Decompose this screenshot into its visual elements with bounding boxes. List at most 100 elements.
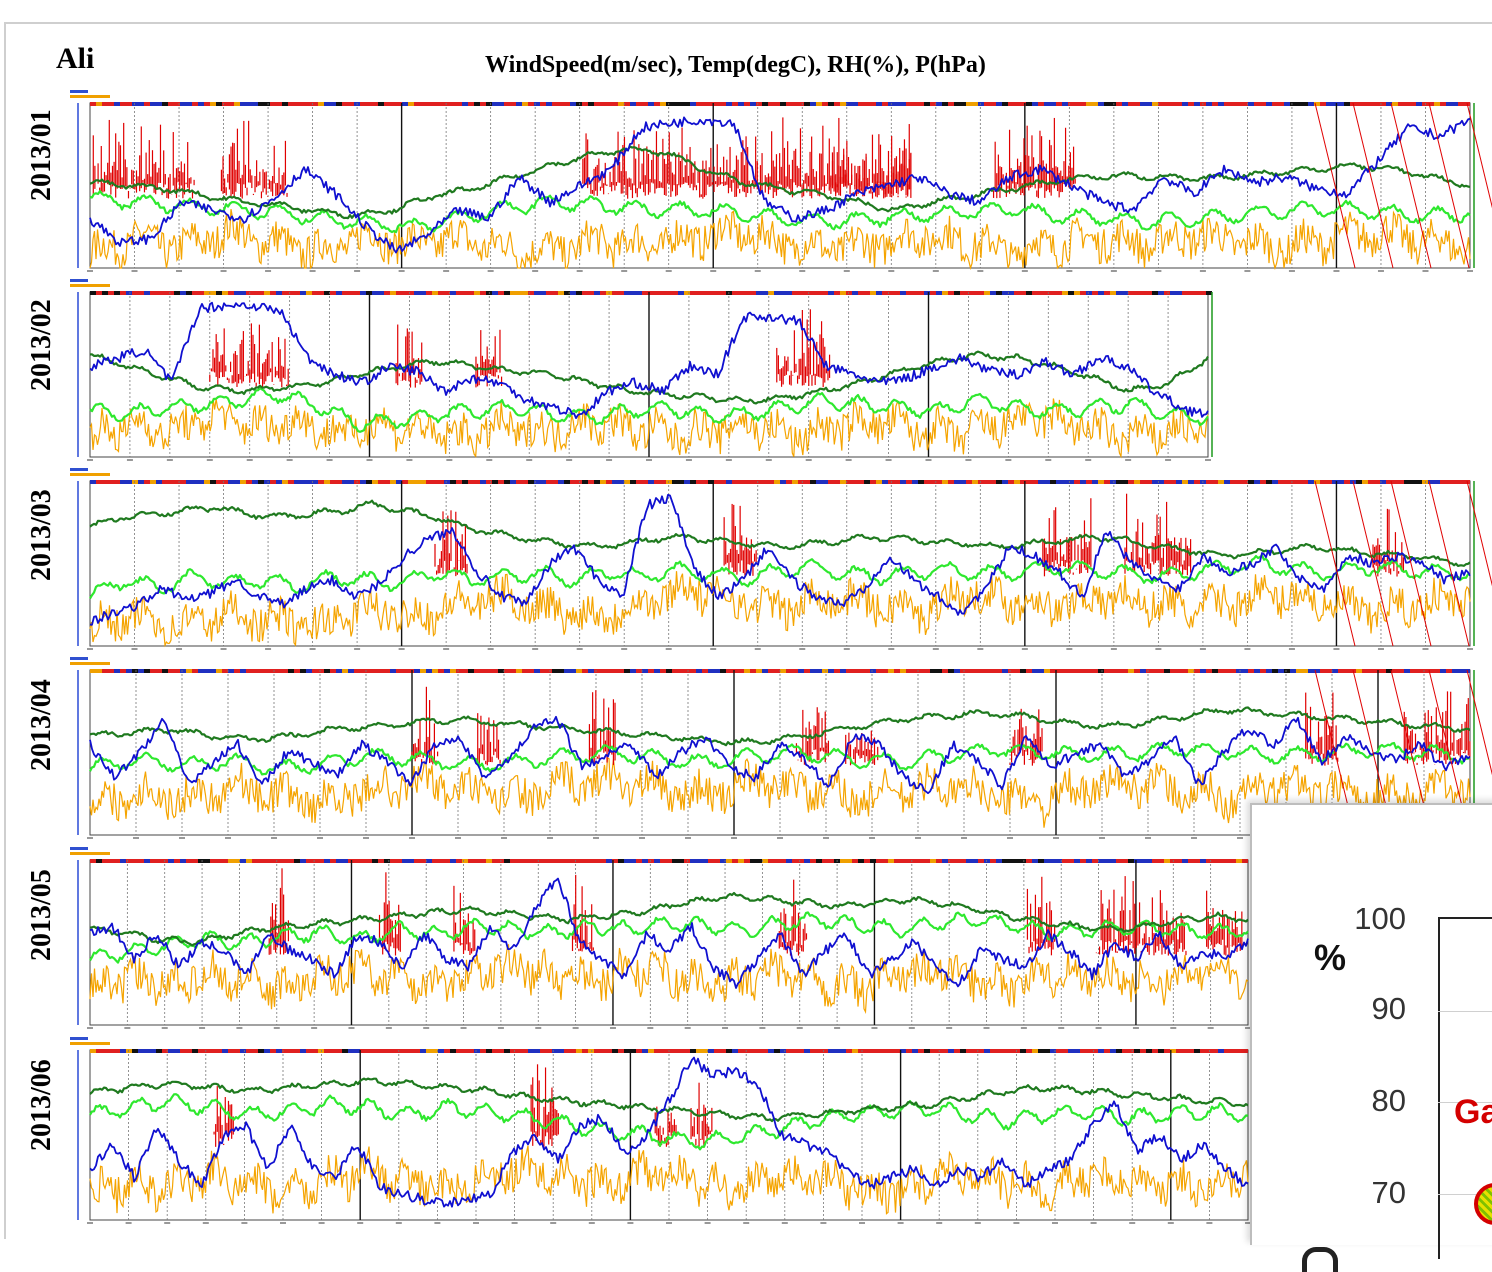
- strip-cell: [1344, 669, 1350, 673]
- strip-cell: [594, 1049, 600, 1053]
- strip-cell: [762, 291, 768, 295]
- strip-cell: [600, 1049, 606, 1053]
- strip-cell: [1194, 480, 1200, 484]
- strip-cell: [306, 669, 312, 673]
- strip-cell: [816, 480, 822, 484]
- strip-cell: [90, 1049, 96, 1053]
- strip-cell: [1074, 859, 1080, 863]
- strip-cell: [1260, 480, 1266, 484]
- strip-cell: [696, 102, 702, 106]
- strip-cell: [912, 102, 918, 106]
- strip-cell: [1368, 669, 1374, 673]
- strip-cell: [486, 102, 492, 106]
- strip-cell: [252, 669, 258, 673]
- strip-cell: [210, 669, 216, 673]
- strip-cell: [180, 669, 186, 673]
- strip-cell: [912, 859, 918, 863]
- strip-cell: [234, 1049, 240, 1053]
- x-tick-label: [126, 459, 133, 461]
- x-tick-label: [1066, 648, 1073, 650]
- strip-cell: [600, 291, 606, 295]
- strip-cell: [450, 102, 456, 106]
- strip-cell: [1140, 1049, 1146, 1053]
- strip-cell: [798, 859, 804, 863]
- strip-cell: [138, 102, 144, 106]
- strip-cell: [870, 480, 876, 484]
- x-tick-label: [639, 837, 645, 839]
- strip-cell: [180, 859, 186, 863]
- strip-cell: [864, 480, 870, 484]
- strip-cell: [570, 480, 576, 484]
- strip-cell: [750, 669, 756, 673]
- x-tick-label: [1155, 648, 1162, 650]
- strip-cell: [960, 859, 966, 863]
- strip-cell: [348, 669, 354, 673]
- strip-cell: [780, 480, 786, 484]
- strip-cell: [720, 102, 726, 106]
- strip-cell: [192, 480, 198, 484]
- strip-cell: [810, 669, 816, 673]
- strip-cell: [294, 859, 300, 863]
- strip-cell: [204, 1049, 210, 1053]
- strip-cell: [1188, 859, 1194, 863]
- strip-cell: [444, 291, 450, 295]
- strip-cell: [1356, 102, 1362, 106]
- strip-cell: [786, 1049, 792, 1053]
- strip-cell: [996, 669, 1002, 673]
- strip-cell: [444, 1049, 450, 1053]
- x-tick-label: [395, 1222, 402, 1224]
- wind-speed-series: [89, 1145, 1249, 1215]
- strip-cell: [642, 859, 648, 863]
- strip-cell: [90, 669, 96, 673]
- strip-cell: [468, 291, 474, 295]
- strip-cell: [342, 669, 348, 673]
- x-tick-label: [473, 1222, 479, 1224]
- strip-cell: [408, 1049, 414, 1053]
- strip-cell: [1224, 102, 1230, 106]
- strip-cell: [738, 669, 744, 673]
- strip-cell: [1200, 859, 1206, 863]
- strip-cell: [1122, 102, 1128, 106]
- strip-cell: [780, 669, 786, 673]
- strip-cell: [636, 102, 642, 106]
- x-tick-label: [646, 459, 652, 461]
- strip-cell: [402, 480, 408, 484]
- strip-cell: [1416, 480, 1422, 484]
- strip-cell: [1020, 669, 1026, 673]
- strip-cell: [114, 480, 120, 484]
- temp-dark-series: [89, 706, 1471, 747]
- x-tick-label: [487, 270, 494, 272]
- strip-cell: [378, 480, 384, 484]
- strip-cell: [978, 291, 984, 295]
- strip-cell: [1236, 1049, 1242, 1053]
- strip-cell: [750, 1049, 756, 1053]
- strip-cell: [942, 480, 948, 484]
- strip-cell: [102, 669, 108, 673]
- strip-cell: [1080, 102, 1086, 106]
- strip-cell: [540, 291, 546, 295]
- strip-cell: [1056, 669, 1062, 673]
- strip-cell: [1458, 669, 1464, 673]
- strip-cell: [426, 859, 432, 863]
- strip-cell: [654, 102, 660, 106]
- strip-cell: [1254, 102, 1260, 106]
- strip-cell: [504, 669, 510, 673]
- strip-cell: [486, 1049, 492, 1053]
- strip-cell: [270, 1049, 276, 1053]
- strip-cell: [156, 669, 162, 673]
- diagonal-line: [1314, 102, 1356, 269]
- strip-cell: [684, 480, 690, 484]
- strip-cell: [1356, 669, 1362, 673]
- strip-cell: [1116, 669, 1122, 673]
- x-tick-label: [166, 459, 173, 461]
- strip-cell: [762, 859, 768, 863]
- strip-cell: [948, 669, 954, 673]
- strip-cell: [462, 669, 468, 673]
- strip-cell: [1104, 291, 1110, 295]
- strip-cell: [1260, 669, 1266, 673]
- x-tick-label: [1020, 1027, 1027, 1029]
- strip-cell: [804, 859, 810, 863]
- strip-cell: [492, 102, 498, 106]
- x-tick-label: [685, 459, 692, 461]
- strip-cell: [336, 480, 342, 484]
